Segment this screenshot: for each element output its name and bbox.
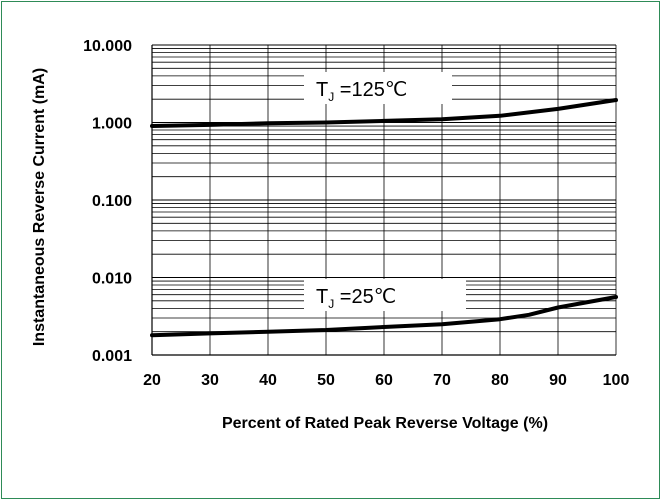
x-tick-label: 80: [491, 372, 509, 389]
series-label-box: [304, 72, 452, 104]
series-label-text: TJ =125℃: [316, 79, 407, 104]
series-labels: TJ =125℃ TJ =25℃: [304, 72, 466, 311]
y-tick-label: 0.010: [92, 271, 132, 288]
x-tick-label: 40: [259, 372, 277, 389]
x-tick-label: 100: [603, 372, 630, 389]
y-tick-label: 0.100: [92, 193, 132, 210]
axes-layer: [151, 45, 616, 356]
series-label-1: TJ =125℃: [304, 72, 452, 104]
x-axis-label: Percent of Rated Peak Reverse Voltage (%…: [222, 415, 548, 432]
series-label-text: TJ =25℃: [316, 286, 396, 311]
series-label-box: [304, 279, 466, 311]
tick-labels: 20 30 40 50 60 70 80 90 100 10.000 1.000 0.100 0.010…: [83, 38, 629, 389]
series-line-1: [150, 98, 618, 128]
x-tick-label: 30: [201, 372, 219, 389]
x-tick-label: 90: [549, 372, 567, 389]
y-axis-label: Instantaneous Reverse Current (mA): [31, 68, 48, 346]
x-tick-label: 20: [143, 372, 161, 389]
y-tick-label: 0.001: [92, 348, 132, 365]
y-tick-label: 10.000: [83, 38, 132, 55]
y-tick-label: 1.000: [92, 116, 132, 133]
x-tick-label: 60: [375, 372, 393, 389]
series-layer: [150, 98, 618, 338]
series-line-2: [150, 295, 618, 338]
x-tick-label: 50: [317, 372, 335, 389]
series-label-2: TJ =25℃: [304, 279, 466, 311]
x-tick-label: 70: [433, 372, 451, 389]
